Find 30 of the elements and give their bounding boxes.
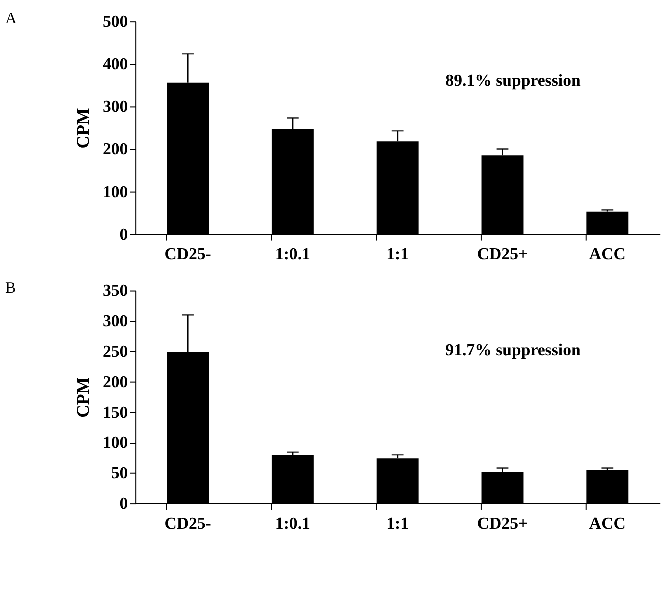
y-tick-label: 300: [102, 97, 128, 116]
y-tick-label: 400: [102, 54, 128, 74]
x-tick-label: CD25-: [164, 244, 212, 264]
y-tick-label: 200: [102, 140, 128, 159]
chart-title: A: [5, 10, 18, 28]
y-tick-label: 0: [120, 224, 128, 244]
x-tick-label: CD25+: [477, 244, 528, 264]
y-tick-label: 500: [102, 12, 128, 32]
y-tick-label: 350: [102, 281, 128, 300]
y-axis-title: CPM: [73, 108, 94, 149]
annotation: 89.1% suppression: [446, 71, 582, 90]
x-tick-label: 1:1: [386, 514, 410, 533]
x-tick-label: ACC: [589, 514, 626, 533]
x-tick-label: CD25-: [164, 514, 212, 533]
y-tick-label: 150: [102, 402, 128, 422]
y-tick-label: 200: [102, 372, 128, 392]
y-tick-label: 300: [102, 312, 128, 331]
y-axis-title: CPM: [73, 377, 94, 418]
y-tick-label: 100: [102, 433, 128, 452]
x-tick-label: 1:0.1: [275, 244, 310, 264]
annotation: 91.7% suppression: [446, 340, 582, 360]
x-tick-label: CD25+: [477, 514, 528, 533]
x-tick-label: ACC: [589, 244, 626, 264]
y-tick-label: 50: [111, 464, 128, 483]
y-tick-label: 100: [102, 182, 128, 202]
x-tick-label: 1:1: [386, 244, 410, 264]
chart-title: B: [5, 280, 16, 297]
y-tick-label: 0: [120, 494, 128, 513]
x-tick-label: 1:0.1: [275, 514, 310, 533]
y-tick-label: 250: [102, 342, 128, 362]
